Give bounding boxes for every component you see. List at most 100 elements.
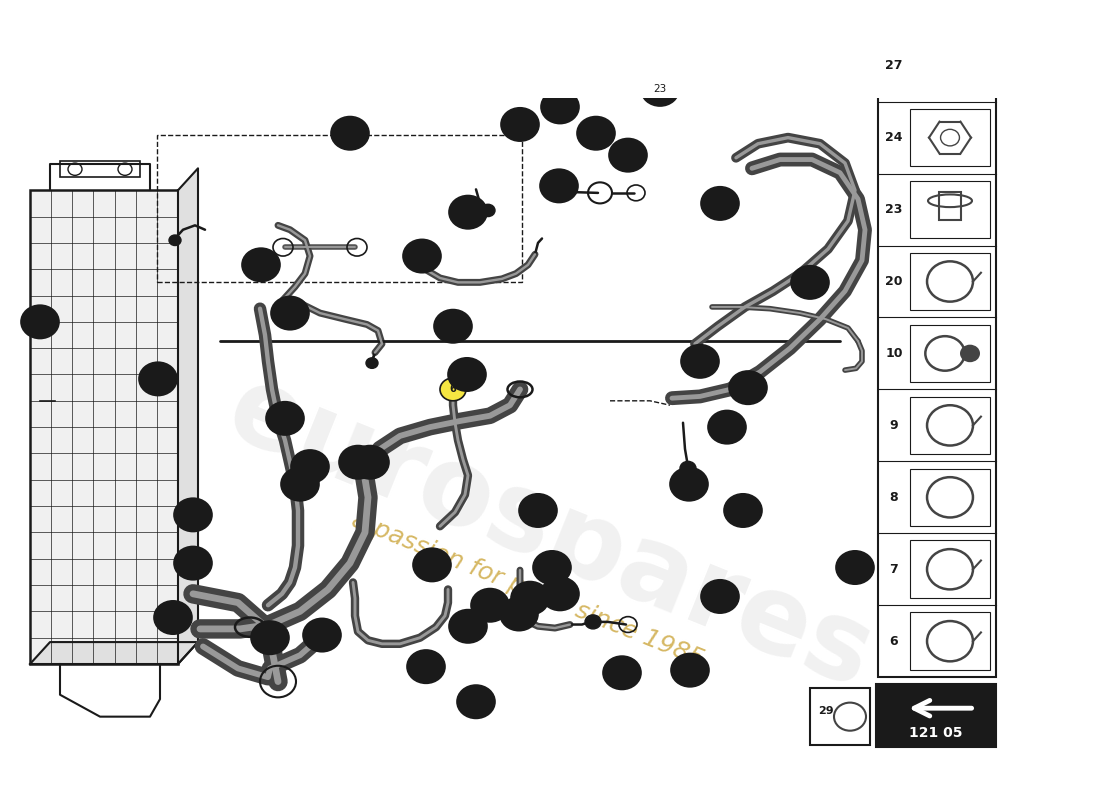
Circle shape [512, 582, 549, 615]
Circle shape [331, 117, 368, 150]
Text: 28: 28 [682, 479, 695, 489]
Polygon shape [178, 168, 198, 664]
Text: 7: 7 [189, 558, 196, 568]
Text: 26: 26 [33, 317, 46, 327]
Circle shape [541, 577, 579, 610]
Text: 27: 27 [254, 260, 267, 270]
Text: 17: 17 [531, 506, 544, 515]
Text: 7: 7 [890, 562, 899, 576]
Circle shape [407, 650, 446, 683]
Bar [910, 325, 990, 382]
Text: 22: 22 [736, 506, 749, 515]
Text: 24: 24 [693, 356, 706, 366]
Circle shape [500, 598, 538, 630]
Circle shape [729, 371, 767, 404]
Text: 8: 8 [890, 491, 899, 504]
Text: 8: 8 [618, 668, 625, 678]
Circle shape [21, 305, 59, 338]
Circle shape [403, 239, 441, 273]
Circle shape [280, 467, 319, 501]
Circle shape [540, 169, 578, 202]
Text: 3: 3 [346, 128, 353, 138]
Text: 20: 20 [893, 253, 906, 263]
Bar [910, 469, 990, 526]
Circle shape [434, 310, 472, 343]
Circle shape [471, 589, 509, 622]
Bar [910, 37, 990, 94]
Circle shape [456, 685, 495, 718]
Text: 29: 29 [419, 662, 432, 672]
Bar [938, 193, 961, 220]
Circle shape [519, 494, 557, 527]
Circle shape [351, 446, 389, 479]
Text: 12: 12 [552, 181, 565, 191]
Circle shape [366, 358, 378, 368]
Text: 6: 6 [890, 634, 899, 648]
Text: 7: 7 [851, 562, 858, 573]
Text: 29: 29 [818, 706, 834, 716]
Circle shape [251, 621, 289, 654]
Circle shape [481, 204, 495, 217]
Bar [910, 0, 990, 22]
Circle shape [701, 186, 739, 220]
Bar [910, 181, 990, 238]
Text: 20: 20 [886, 275, 903, 288]
Circle shape [154, 601, 192, 634]
Circle shape [412, 548, 451, 582]
Bar [810, 688, 870, 745]
Bar [910, 613, 990, 670]
Bar [910, 109, 990, 166]
Text: 6: 6 [517, 119, 524, 130]
Text: 18: 18 [166, 613, 179, 622]
Bar [60, 162, 140, 177]
Circle shape [609, 138, 647, 172]
Text: 6: 6 [307, 462, 314, 472]
Circle shape [449, 195, 487, 229]
Bar [910, 541, 990, 598]
Text: 5: 5 [745, 382, 751, 393]
Text: 7: 7 [189, 510, 196, 520]
Text: 23: 23 [886, 203, 903, 216]
Bar [876, 684, 996, 747]
Text: 9: 9 [724, 422, 730, 432]
Text: 25: 25 [461, 370, 474, 379]
Circle shape [578, 117, 615, 150]
Circle shape [440, 378, 466, 401]
Bar [30, 190, 178, 664]
Circle shape [541, 90, 579, 123]
Text: 10: 10 [546, 562, 559, 573]
Circle shape [266, 402, 304, 435]
Circle shape [449, 610, 487, 643]
Text: 13: 13 [426, 560, 439, 570]
Text: 10: 10 [294, 479, 307, 489]
Text: 16: 16 [316, 630, 329, 640]
Bar [157, 135, 522, 282]
Circle shape [671, 654, 710, 687]
Text: 29: 29 [461, 622, 474, 631]
Text: 4: 4 [464, 207, 471, 217]
Text: 11: 11 [803, 278, 816, 287]
Circle shape [585, 615, 601, 629]
Circle shape [500, 108, 539, 141]
Circle shape [960, 345, 980, 362]
Circle shape [603, 656, 641, 690]
Bar [910, 397, 990, 454]
Circle shape [302, 618, 341, 652]
Circle shape [836, 551, 874, 584]
Circle shape [448, 358, 486, 391]
Text: 6: 6 [717, 198, 724, 209]
Text: 10: 10 [263, 633, 276, 642]
Text: 6: 6 [450, 322, 456, 331]
Text: 6: 6 [557, 102, 563, 112]
Text: eurospares: eurospares [212, 356, 888, 711]
Text: 1: 1 [287, 308, 294, 318]
Text: 29: 29 [513, 609, 526, 619]
Circle shape [681, 345, 719, 378]
Text: 15: 15 [470, 697, 483, 706]
Circle shape [641, 73, 679, 106]
Text: 23: 23 [351, 458, 364, 467]
Text: 19: 19 [714, 591, 727, 602]
Text: 6: 6 [593, 128, 600, 138]
Circle shape [881, 292, 918, 326]
Circle shape [680, 462, 696, 475]
